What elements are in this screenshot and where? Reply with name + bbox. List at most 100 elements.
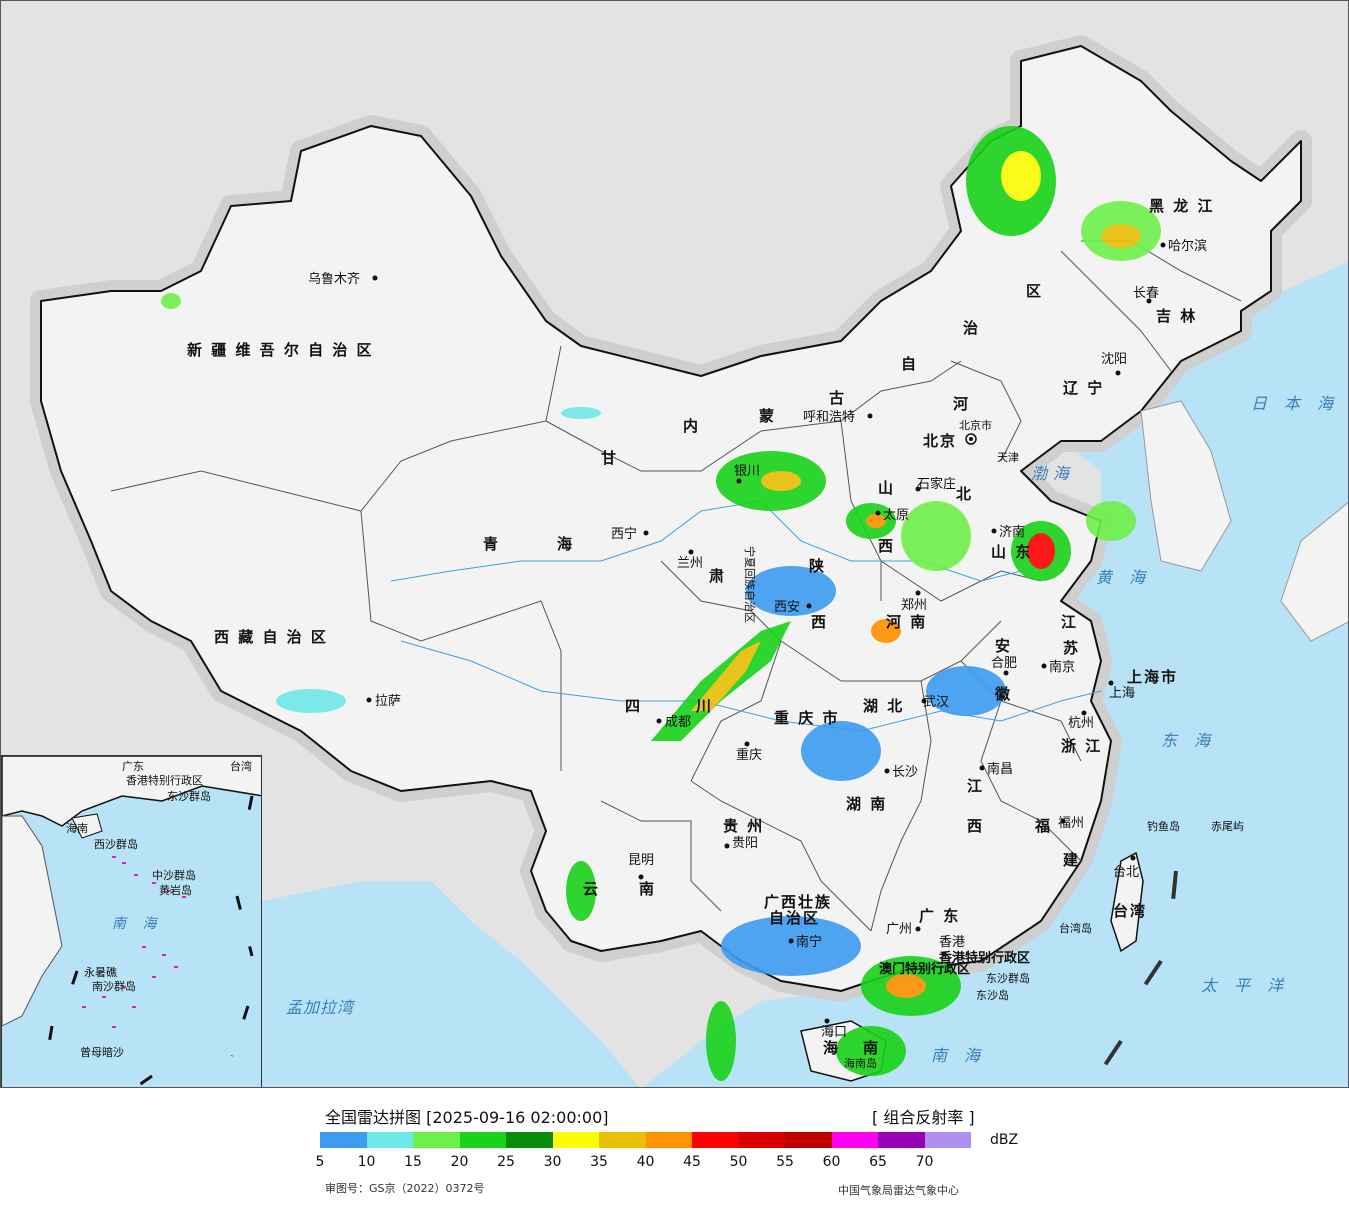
province-yunnan-b: 南 (639, 880, 656, 898)
province-jiangxi-a: 江 (967, 777, 984, 795)
province-qinghai-a: 青 (483, 535, 500, 553)
province-henan: 河 南 (886, 613, 927, 631)
province-zhejiang: 浙 江 (1061, 737, 1102, 755)
radar-map: 渤海 黄 海 东 海 南 海 日 本 海 太 平 洋 孟加拉湾 新 疆 维 吾 … (0, 0, 1349, 1088)
inset-sea: 南 海 (112, 916, 162, 932)
china-land (40, 45, 1302, 992)
legend-tick-70: 70 (915, 1154, 934, 1170)
province-shaanxi-b: 西 (811, 613, 828, 631)
city-yinchuan: 银川 (734, 464, 760, 479)
province-hebei-a: 河 (953, 395, 970, 413)
province-labels: 新 疆 维 吾 尔 自 治 区 西 藏 自 治 区 青 海 甘 肃 内 蒙 古 … (187, 197, 1214, 1057)
legend-swatch-3 (459, 1132, 506, 1148)
legend-unit: dBZ (990, 1132, 1019, 1148)
legend-swatch-5 (552, 1132, 599, 1148)
city-changsha: 长沙 (892, 765, 918, 780)
legend-title: 全国雷达拼图 [2025-09-16 02:00:00] (325, 1108, 609, 1127)
province-shanxi-a: 山 (878, 479, 895, 497)
city-shanghai: 上海 (1109, 686, 1135, 701)
region-beijing-city: 北京市 (959, 418, 992, 432)
inset-huangyan: 黄岩岛 (159, 883, 192, 897)
island-diaoyu: 钓鱼岛 (1147, 819, 1180, 833)
province-jiangxi-b: 西 (967, 817, 984, 835)
city-taiyuan: 太原 (883, 508, 909, 523)
province-heilongjiang: 黑 龙 江 (1149, 197, 1214, 215)
city-lhasa: 拉萨 (375, 694, 401, 709)
legend-tick-30: 30 (543, 1154, 562, 1170)
province-hubei: 湖 北 (863, 697, 904, 715)
city-jinan: 济南 (999, 524, 1025, 540)
legend-tick-15: 15 (404, 1154, 422, 1170)
sea-label-mengjiala: 孟加拉湾 (286, 998, 356, 1017)
legend-tick-5: 5 (315, 1154, 325, 1170)
inset-mainland (2, 756, 261, 827)
province-jiangsu-a: 江 (1061, 613, 1078, 631)
inset-indochina (2, 815, 63, 1027)
province-hainan-b: 南 (863, 1039, 880, 1057)
city-beijing: 北京 (923, 432, 957, 450)
province-gansu-a: 甘 (601, 449, 618, 467)
city-hongkong: 香港 (939, 935, 965, 950)
city-hefei: 合肥 (991, 656, 1017, 671)
province-qinghai-b: 海 (557, 535, 574, 553)
legend-swatch-4 (506, 1132, 553, 1148)
city-hangzhou: 杭州 (1068, 716, 1094, 731)
province-hainan-a: 海 (823, 1039, 840, 1057)
inset-hk: 香港特别行政区 (126, 773, 203, 787)
china-map-canvas: 渤海 黄 海 东 海 南 海 日 本 海 太 平 洋 孟加拉湾 新 疆 维 吾 … (30, 35, 1348, 1087)
legend-swatch-6 (599, 1132, 646, 1148)
city-labels: 乌鲁木齐 拉萨 西宁 兰州 银川 呼和浩特 北京 石家庄 济南 太原 郑州 西安… (308, 238, 1207, 1040)
province-gansu-b: 肃 (709, 567, 726, 585)
city-nanjing: 南京 (1049, 659, 1075, 675)
inset-zengmu: 曾母暗沙 (80, 1045, 124, 1059)
province-shandong: 山 东 (991, 543, 1032, 561)
sea-label-huanghai: 黄 海 (1096, 568, 1151, 587)
legend-ticks: 5 10 15 20 25 30 35 40 45 50 55 60 65 70 (0, 1154, 1349, 1172)
province-xizang: 西 藏 自 治 区 (214, 628, 328, 646)
province-shanghai: 上海市 (1127, 668, 1178, 686)
city-nanchang: 南昌 (987, 761, 1013, 777)
province-anhui-b: 徽 (994, 685, 1012, 703)
island-dongsha-island: 东沙岛 (976, 988, 1009, 1002)
korea-land (1140, 400, 1232, 572)
inset-map: 广东 台湾 香港特别行政区 东沙群岛 海南 西沙群岛 中沙群岛 黄岩岛 南 海 … (2, 756, 261, 1087)
city-hohhot: 呼和浩特 (803, 410, 855, 425)
legend-tick-50: 50 (729, 1154, 748, 1170)
city-urumqi: 乌鲁木齐 (308, 271, 360, 287)
legend-swatch-8 (692, 1132, 739, 1148)
legend-tick-60: 60 (822, 1154, 841, 1170)
city-shenyang: 沈阳 (1101, 352, 1127, 367)
province-neimenggu-d: 自 (901, 355, 918, 373)
sea-label-bohai: 渤海 (1031, 464, 1075, 483)
japan-land (1280, 501, 1348, 642)
province-chongqing: 重 庆 市 (774, 709, 839, 727)
legend-swatch-12 (878, 1132, 925, 1148)
inset-hainan: 海南 (66, 821, 88, 835)
south-china-sea-inset: 广东 台湾 香港特别行政区 东沙群岛 海南 西沙群岛 中沙群岛 黄岩岛 南 海 … (1, 755, 262, 1087)
taiwan-land (1110, 851, 1144, 953)
island-taiwan: 台湾岛 (1059, 921, 1092, 935)
legend-color-bar (320, 1132, 971, 1148)
province-neimenggu-c: 古 (829, 389, 846, 407)
review-number: 审图号：GS京（2022）0372号 (325, 1182, 485, 1195)
province-liaoning: 辽 宁 (1063, 379, 1104, 397)
city-lanzhou: 兰州 (677, 556, 703, 571)
island-hainan: 海南岛 (844, 1056, 877, 1070)
province-jilin: 吉 林 (1156, 307, 1197, 325)
province-fujian-a: 福 (1034, 817, 1052, 835)
province-neimenggu-a: 内 (683, 417, 700, 435)
city-zhengzhou: 郑州 (901, 598, 927, 613)
province-xinjiang: 新 疆 维 吾 尔 自 治 区 (187, 341, 374, 359)
region-hk: 香港特别行政区 (938, 950, 1030, 966)
city-guangzhou: 广州 (886, 922, 912, 937)
province-shanxi-b: 西 (878, 537, 895, 555)
inset-taiwan: 台湾 (230, 759, 252, 773)
legend-swatch-0 (320, 1132, 367, 1148)
radar-echoes (161, 126, 1161, 1081)
inset-yongshu: 永暑礁 (84, 965, 117, 979)
city-wuhan: 武汉 (923, 695, 949, 710)
legend-swatch-9 (738, 1132, 785, 1148)
inset-xisha: 西沙群岛 (94, 837, 138, 851)
inset-nansha: 南沙群岛 (92, 979, 136, 993)
province-jiangsu-b: 苏 (1063, 639, 1080, 657)
